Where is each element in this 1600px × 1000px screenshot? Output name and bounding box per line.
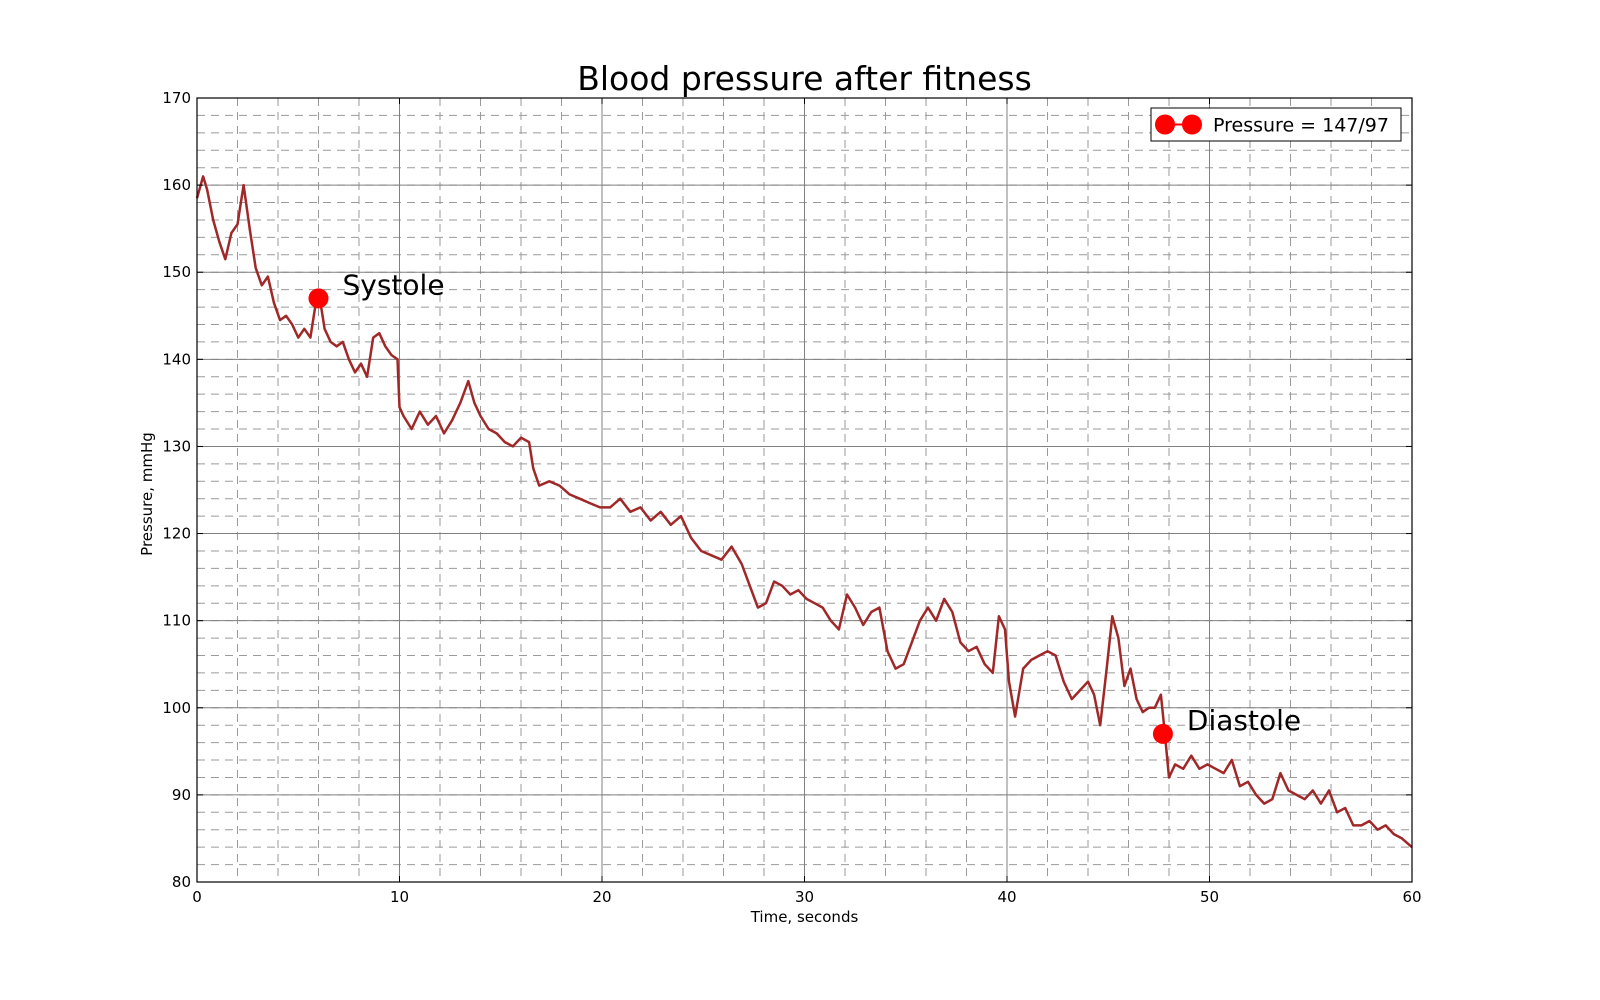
y-tick-label: 130 xyxy=(162,437,191,455)
y-tick-label: 120 xyxy=(162,525,191,543)
y-tick-label: 100 xyxy=(162,699,191,717)
series-layer xyxy=(195,175,1413,849)
x-axis-label: Time, seconds xyxy=(750,908,859,926)
legend-marker xyxy=(1182,114,1202,135)
annotation-label: Diastole xyxy=(1187,704,1301,737)
chart-title: Blood pressure after fitness xyxy=(577,59,1032,98)
y-tick-label: 170 xyxy=(162,89,191,107)
y-tick-label: 90 xyxy=(172,786,191,804)
grid-lines xyxy=(196,97,1413,883)
y-axis-label: Pressure, mmHg xyxy=(138,432,156,556)
y-tick-label: 140 xyxy=(162,350,191,368)
axis-ticks: 0 10 20 30 40 50 60 80 90 100 110 120 130 140 150 160 17… xyxy=(162,89,1421,906)
y-tick-label: 160 xyxy=(162,176,191,194)
x-tick-label: 60 xyxy=(1402,888,1421,906)
series-line xyxy=(195,175,1413,849)
annotation-marker xyxy=(1152,723,1173,744)
annotations: Systole Diastole xyxy=(308,268,1301,744)
legend: Pressure = 147/97 xyxy=(1150,107,1402,142)
y-tick-label: 80 xyxy=(172,873,191,891)
annotation-marker xyxy=(308,288,329,309)
legend-label: Pressure = 147/97 xyxy=(1213,115,1389,137)
annotation-label: Systole xyxy=(343,268,445,301)
x-tick-label: 10 xyxy=(390,888,409,906)
x-tick-label: 50 xyxy=(1200,888,1219,906)
y-tick-label: 110 xyxy=(162,612,191,630)
x-tick-label: 20 xyxy=(592,888,611,906)
x-tick-label: 30 xyxy=(795,888,814,906)
y-tick-label: 150 xyxy=(162,263,191,281)
x-tick-label: 0 xyxy=(192,888,202,906)
x-tick-label: 40 xyxy=(997,888,1016,906)
legend-marker xyxy=(1155,114,1175,135)
